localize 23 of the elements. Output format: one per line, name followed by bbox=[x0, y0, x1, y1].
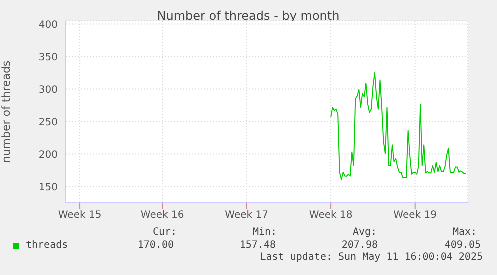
text: Avg: bbox=[352, 227, 378, 238]
x-tick-label: Week 16 bbox=[140, 210, 184, 222]
y-axis-title: number of threads bbox=[0, 60, 13, 164]
text: 170.00 bbox=[136, 240, 174, 251]
x-tick-label: Week 15 bbox=[58, 210, 102, 222]
y-tick-label: 350 bbox=[38, 52, 58, 64]
text: Last update: Sun May 11 16:00:04 2025 bbox=[260, 252, 483, 263]
line-series bbox=[330, 72, 467, 180]
x-tick-label: Week 19 bbox=[394, 210, 437, 222]
text: Min: bbox=[252, 227, 278, 238]
text: 207.98 bbox=[340, 240, 378, 251]
x-tick-label: Week 17 bbox=[225, 210, 268, 222]
text: 409.05 bbox=[444, 240, 481, 251]
y-tick-label: 200 bbox=[38, 150, 58, 161]
y-tick-label: 250 bbox=[38, 117, 58, 128]
text: Max: bbox=[452, 227, 478, 238]
y-tick-label: 400 bbox=[38, 20, 58, 31]
x-tick-label: Week 18 bbox=[309, 210, 353, 222]
text: Cur: bbox=[152, 227, 178, 238]
text: 157.48 bbox=[238, 240, 276, 251]
y-tick-label: 300 bbox=[38, 84, 58, 96]
legend-label: threads bbox=[26, 240, 68, 251]
y-tick-label: 150 bbox=[38, 182, 58, 194]
